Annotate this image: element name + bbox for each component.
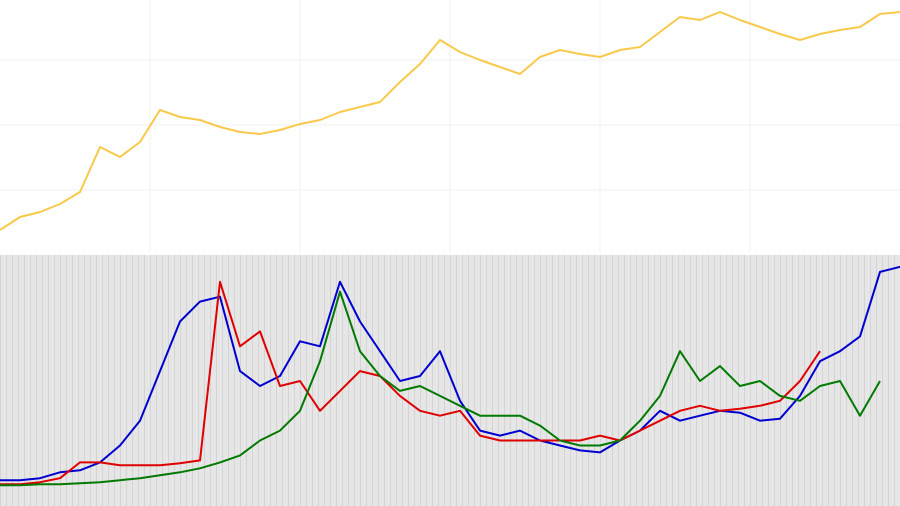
line-series	[0, 280, 821, 486]
line-series	[0, 11, 900, 231]
line-series	[0, 265, 900, 482]
line-series	[0, 290, 881, 487]
bottom-panel	[0, 255, 900, 506]
